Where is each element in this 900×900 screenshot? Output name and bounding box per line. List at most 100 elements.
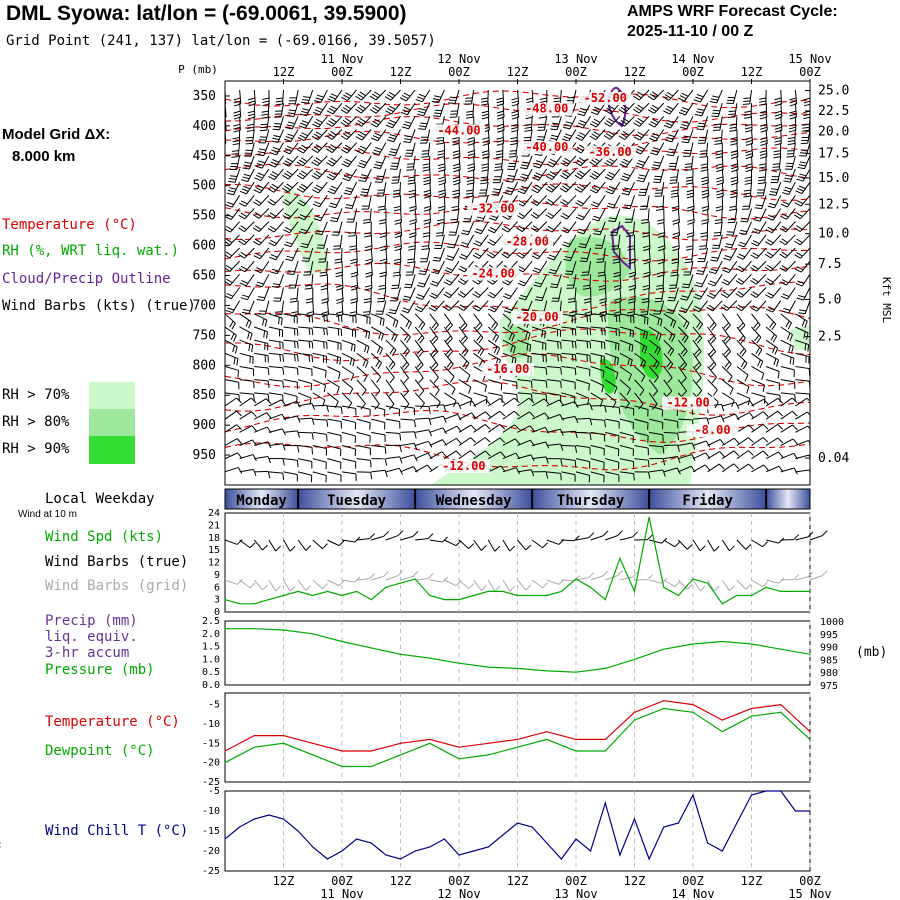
wind-barb-shaft bbox=[517, 469, 532, 473]
wind-barb-flag bbox=[783, 180, 791, 183]
wind-barb-flag bbox=[267, 188, 275, 193]
wind-barb-shaft bbox=[517, 425, 531, 433]
wind-barb bbox=[349, 300, 358, 317]
wind-barb-shaft bbox=[356, 418, 371, 424]
wind-barb-flag bbox=[574, 188, 582, 193]
wind-barb-flag bbox=[284, 243, 291, 248]
wind-barb-shaft bbox=[809, 418, 810, 420]
wind-barb-shaft bbox=[411, 142, 416, 157]
wind-barb-shaft bbox=[643, 168, 650, 183]
wind-barb bbox=[487, 313, 499, 331]
model-grid-value: 8.000 km bbox=[12, 148, 76, 165]
wind-barb-flag bbox=[682, 138, 690, 141]
wind-barb-flag bbox=[252, 227, 260, 233]
wind-barb bbox=[751, 352, 764, 369]
wind-barb-flag bbox=[241, 188, 249, 192]
wind-barb-shaft bbox=[785, 234, 796, 246]
wind-barb-flag bbox=[432, 97, 440, 101]
wind-barb-shaft bbox=[487, 129, 490, 144]
wind-barb bbox=[429, 287, 445, 299]
wind-barb-flag bbox=[467, 136, 475, 140]
wind-barb-shaft bbox=[260, 260, 270, 274]
wind-barb-flag bbox=[282, 381, 284, 389]
wind-barb-flag bbox=[311, 341, 314, 349]
wind-barb-flag bbox=[679, 126, 687, 130]
wind-barb-flag bbox=[257, 151, 265, 154]
wind-barb-flag bbox=[360, 159, 368, 164]
wind-barb-flag bbox=[666, 154, 674, 157]
wind-barb-shaft bbox=[225, 379, 239, 383]
isotherm-label: -12.00 bbox=[666, 396, 709, 410]
wind-barb-flag bbox=[477, 324, 483, 331]
wind-barb bbox=[809, 471, 810, 473]
wind-barb-flag bbox=[537, 136, 545, 138]
wind-barb-shaft bbox=[785, 221, 796, 233]
wind-barb-flag bbox=[314, 121, 321, 126]
wind-barb-shaft bbox=[298, 471, 312, 476]
wind-barb bbox=[431, 260, 445, 275]
wind-barb-flag bbox=[236, 438, 243, 445]
wind-barb-flag bbox=[611, 248, 619, 250]
wind-barb-flag bbox=[379, 271, 387, 275]
wind-barb bbox=[681, 129, 694, 144]
wind-barb-flag bbox=[330, 130, 337, 136]
wind-barb-flag bbox=[534, 153, 542, 157]
wind-barb-shaft bbox=[721, 182, 724, 197]
isotherm-label: -24.00 bbox=[471, 266, 514, 280]
wind-barb-flag bbox=[479, 349, 485, 356]
wind-barb-flag bbox=[472, 279, 479, 285]
wind-barb-flag bbox=[461, 324, 468, 331]
wind-barb-shaft bbox=[794, 89, 798, 104]
wind-barb-flag bbox=[574, 161, 582, 167]
wind-barb-flag bbox=[520, 167, 528, 170]
wind-barb-flag bbox=[650, 121, 657, 126]
wind-barb bbox=[254, 260, 270, 274]
wind-barb-flag bbox=[296, 161, 304, 167]
isotherm-line bbox=[225, 103, 810, 123]
wind-barb bbox=[414, 353, 424, 371]
wind-barb bbox=[457, 300, 474, 312]
wind-barb-shaft bbox=[394, 300, 401, 314]
wind-barb-flag bbox=[762, 450, 769, 457]
wind-barb-flag bbox=[362, 359, 367, 367]
wind-barb bbox=[291, 300, 299, 317]
wind-barb bbox=[225, 366, 239, 378]
wind-barb-flag bbox=[745, 126, 753, 130]
wind-barb-flag bbox=[298, 172, 306, 178]
wind-barb-flag bbox=[282, 201, 289, 206]
wind-barb-shaft bbox=[298, 445, 313, 448]
wind-barb-shaft bbox=[434, 300, 445, 312]
wind-barb-flag bbox=[283, 150, 290, 155]
wind-barb-flag bbox=[460, 253, 468, 258]
wind-barb-flag bbox=[238, 268, 246, 273]
wind-barb-shaft bbox=[230, 208, 241, 220]
wind-barb bbox=[795, 352, 810, 364]
wind-barb-flag bbox=[716, 179, 724, 183]
wind-barb-flag bbox=[394, 245, 402, 249]
wind-barb-flag bbox=[519, 280, 527, 284]
wind-barb-shaft bbox=[456, 208, 460, 223]
wind-barb bbox=[501, 221, 518, 233]
wind-barb bbox=[297, 392, 312, 406]
wind-barb bbox=[478, 182, 489, 197]
wind-barb-flag bbox=[695, 96, 703, 100]
wind-barb-flag bbox=[321, 314, 329, 318]
wind-barb-flag bbox=[748, 463, 754, 470]
wind-barb-flag bbox=[399, 97, 407, 102]
wind-barb-shaft bbox=[809, 431, 810, 433]
wind-barb-shaft bbox=[321, 221, 328, 235]
wind-barb bbox=[225, 326, 237, 342]
wind-barb-flag bbox=[539, 97, 547, 100]
wind-barb-flag bbox=[212, 292, 218, 295]
wind-barb-flag bbox=[618, 135, 626, 140]
wind-barb-flag bbox=[296, 401, 301, 408]
wind-barb-flag bbox=[665, 139, 673, 143]
wind-barb-shaft bbox=[502, 438, 516, 446]
wind-barb bbox=[239, 366, 255, 376]
wind-barb-shaft bbox=[444, 402, 459, 407]
wind-barb-flag bbox=[267, 456, 272, 464]
wind-barb-flag bbox=[216, 189, 223, 190]
wind-barb-shaft bbox=[309, 261, 314, 276]
wind-barb bbox=[487, 326, 500, 343]
wind-barb-flag bbox=[787, 142, 795, 146]
